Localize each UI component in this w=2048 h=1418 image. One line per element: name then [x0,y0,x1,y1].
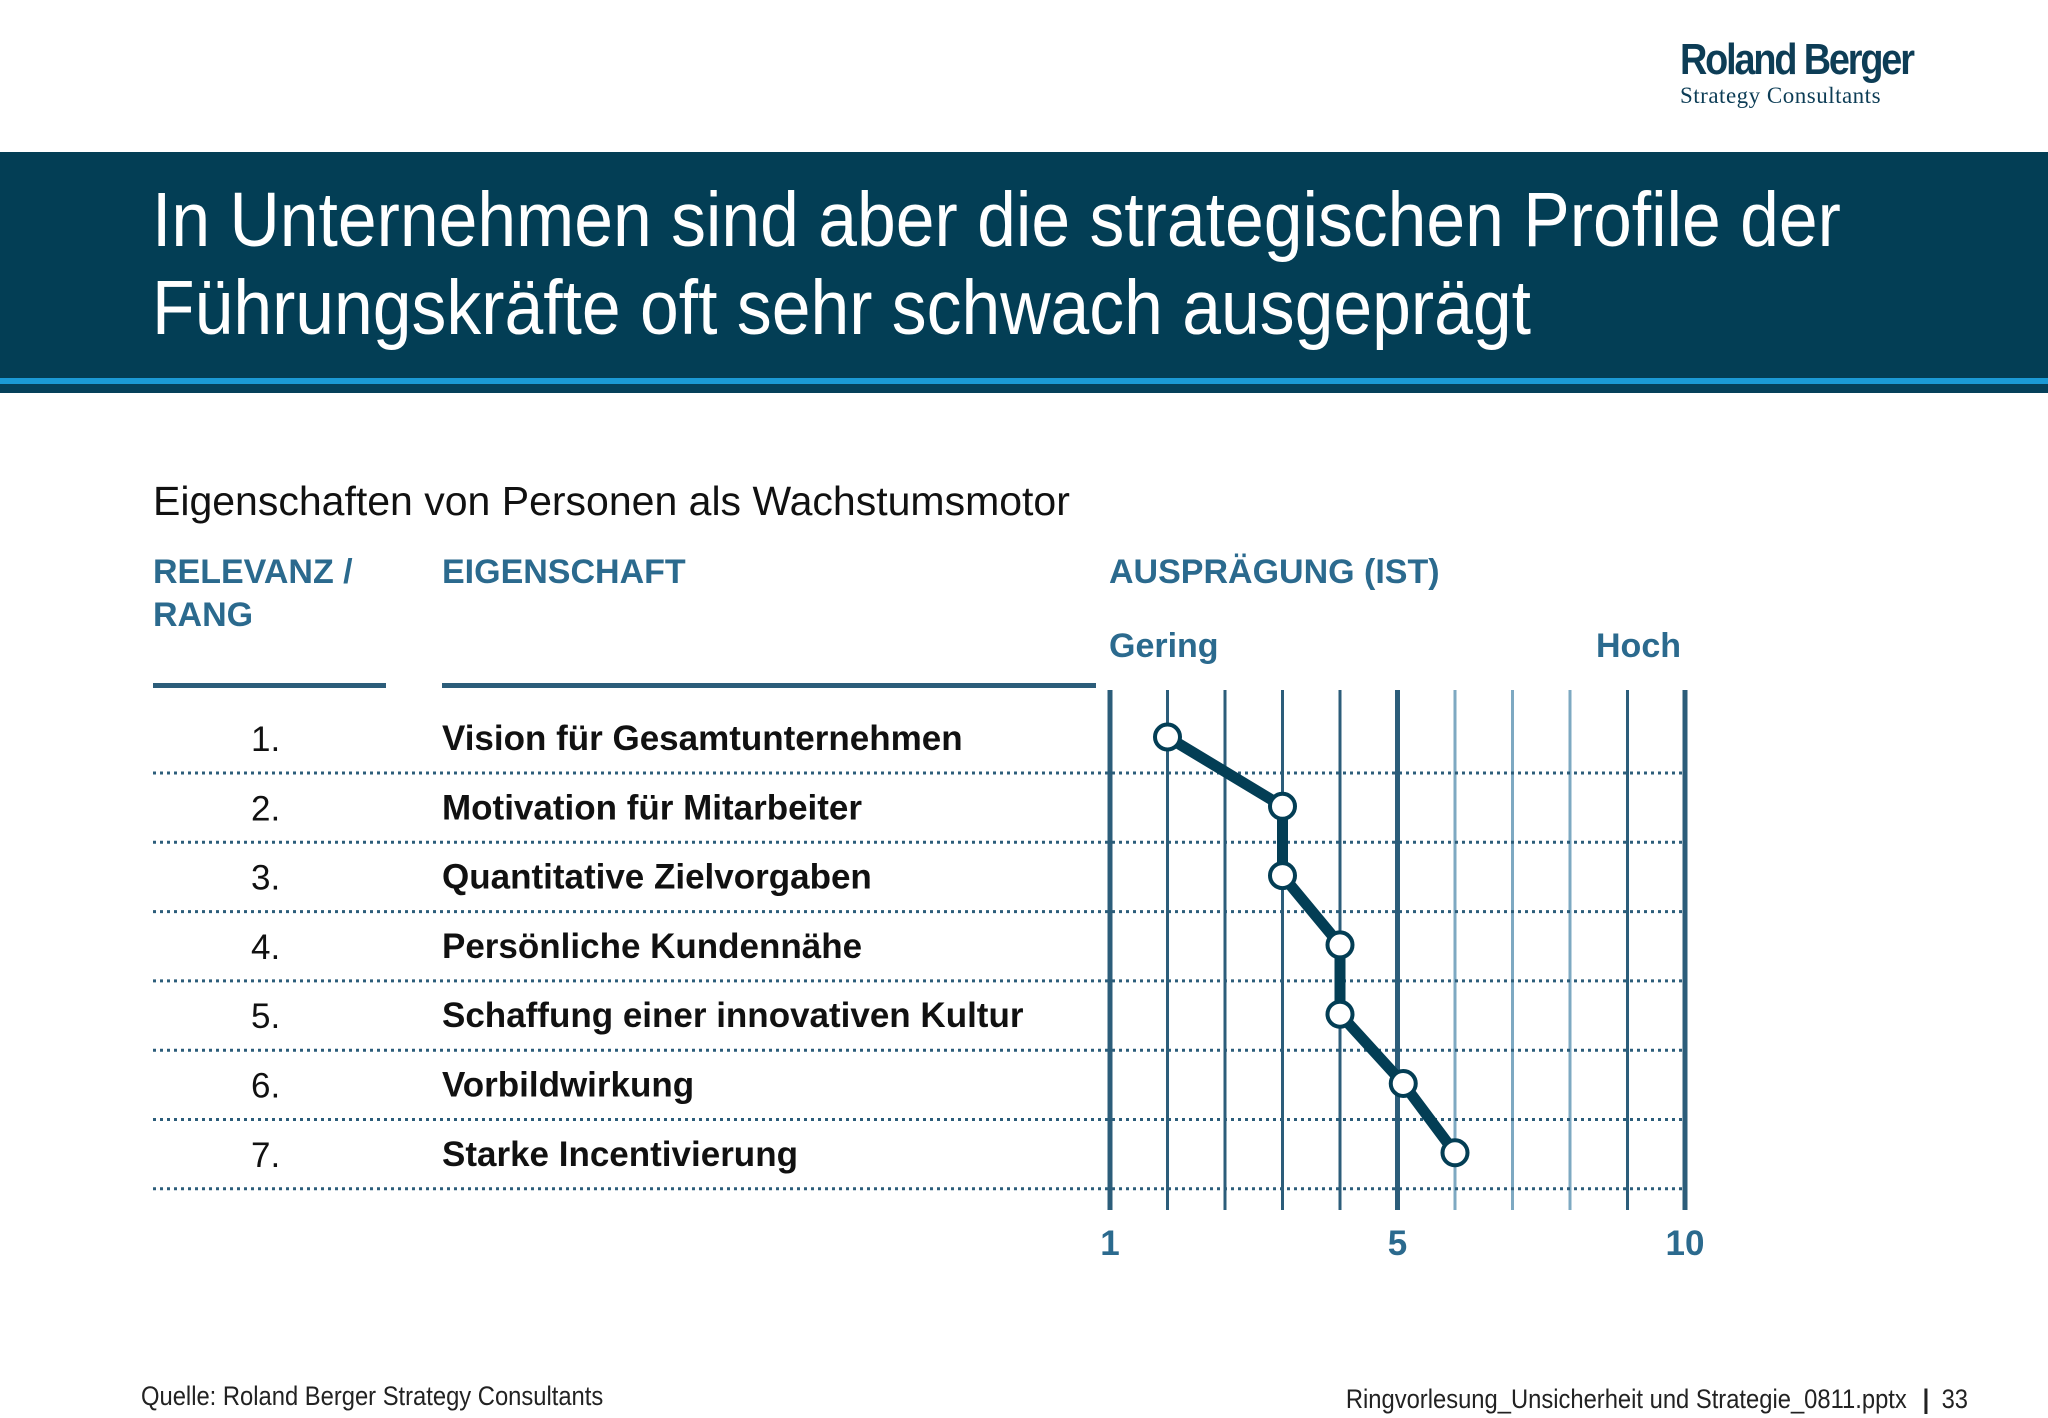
title-accent-shadow [0,384,2048,393]
property-label: Starke Incentivierung [442,1135,798,1174]
profile-point [1440,1138,1470,1168]
footer-filename: Ringvorlesung_Unsicherheit und Strategie… [1345,1384,1907,1414]
property-label: Motivation für Mitarbeiter [442,788,862,827]
page-number: 33 [1941,1384,1968,1414]
header-rule-property [442,683,1096,688]
x-tick-label: 1 [1100,1224,1119,1263]
slide-title-line1: In Unternehmen sind aber die strategisch… [152,177,1841,263]
rank-label: 6. [251,1067,280,1106]
profile-point [1325,930,1355,960]
scale-label-high: Hoch [1596,627,1681,665]
rank-label: 2. [251,789,280,828]
logo-tagline: Strategy Consultants [1680,83,1882,108]
profile-point [1268,791,1297,821]
column-header-rank-line1: RELEVANZ / [153,553,353,591]
slide-title-line2: Führungskräfte oft sehr schwach ausgeprä… [152,265,1531,351]
column-header-scale: AUSPRÄGUNG (IST) [1109,553,1440,591]
column-header-rank: RELEVANZ / RANG [153,551,353,637]
scale-label-low: Gering [1109,627,1219,665]
rank-label: 7. [251,1136,280,1175]
slide-title: In Unternehmen sind aber die strategisch… [152,176,1841,352]
rank-label: 3. [251,859,280,898]
column-header-property: EIGENSCHAFT [442,553,686,591]
title-band [0,152,2048,393]
footer-separator: | [1922,1384,1930,1414]
logo-brand: Roland Berger [1680,35,1915,84]
source-note: Quelle: Roland Berger Strategy Consultan… [141,1381,604,1411]
profile-point [1388,1069,1418,1098]
profile-point [1268,861,1297,891]
company-logo: Roland Berger Strategy Consultants [1680,38,1920,108]
rank-label: 1. [251,720,280,759]
property-label: Vorbildwirkung [442,1066,694,1105]
profile-point [1153,722,1182,752]
property-label: Vision für Gesamtunternehmen [442,719,963,758]
property-label: Quantitative Zielvorgaben [442,858,872,897]
x-tick-label: 10 [1666,1224,1705,1263]
property-label: Persönliche Kundennähe [442,927,862,966]
title-accent-line [0,378,2048,384]
slide-subtitle: Eigenschaften von Personen als Wachstums… [153,478,1070,524]
column-header-rank-line2: RANG [153,596,254,634]
profile-point [1325,999,1355,1029]
header-rule-rank [153,683,386,688]
rank-label: 5. [251,997,280,1036]
x-tick-label: 5 [1388,1224,1407,1263]
property-label: Schaffung einer innovativen Kultur [442,996,1024,1035]
rank-label: 4. [251,928,280,967]
slide-footer: Ringvorlesung_Unsicherheit und Strategie… [1346,1384,1968,1415]
